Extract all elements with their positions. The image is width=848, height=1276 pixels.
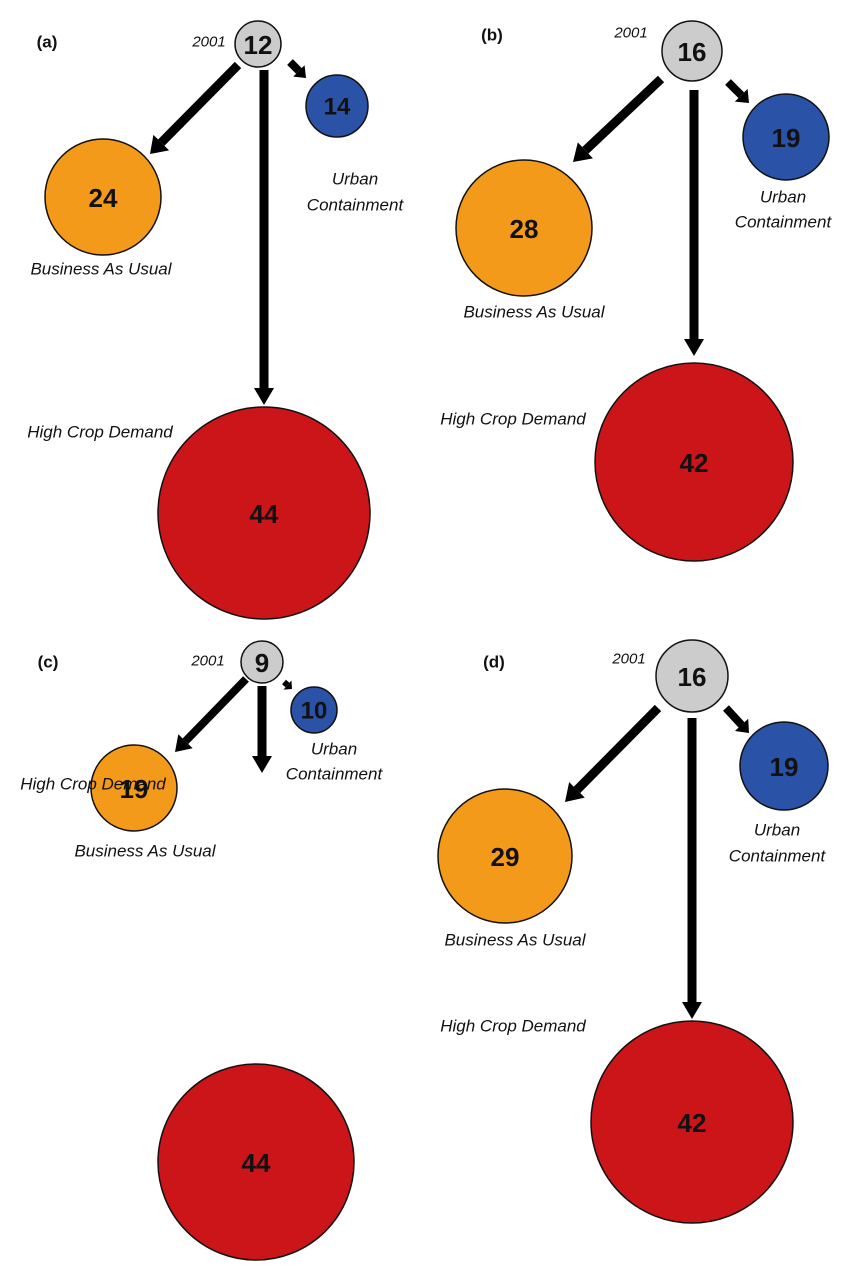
arrow-to-high-crop-demand-head bbox=[684, 339, 704, 356]
baseline-year-label: 2001 bbox=[190, 653, 224, 670]
urban-containment-label-line2: Containment bbox=[735, 213, 833, 232]
baseline-year-label: 2001 bbox=[191, 34, 225, 51]
panel-b: (b) 2001 16 19 Urban Containment 28 Business As… bbox=[440, 20, 833, 562]
arrow-to-urban-containment-head bbox=[734, 718, 749, 733]
urban-containment-circle bbox=[742, 93, 830, 181]
arrow-to-business-as-usual bbox=[175, 676, 249, 752]
business-as-usual-label: Business As Usual bbox=[444, 931, 586, 950]
business-as-usual-value: 29 bbox=[491, 842, 520, 872]
business-as-usual-value: 19 bbox=[120, 774, 149, 804]
arrow-to-urban-containment bbox=[287, 59, 306, 78]
urban-containment-circle bbox=[290, 686, 338, 734]
high-crop-demand-value: 42 bbox=[678, 1108, 707, 1138]
arrow-to-urban-containment-shaft bbox=[723, 705, 745, 728]
arrow-to-high-crop-demand-head bbox=[254, 388, 274, 405]
panel-label: (b) bbox=[481, 26, 503, 45]
high-crop-demand-circle bbox=[157, 406, 371, 620]
urban-containment-label-line1: Urban bbox=[760, 188, 806, 207]
arrow-to-urban-containment-head bbox=[283, 680, 292, 690]
urban-containment-label-line1: Urban bbox=[754, 821, 800, 840]
urban-containment-value: 14 bbox=[324, 94, 351, 121]
arrow-to-business-as-usual-head bbox=[573, 142, 593, 162]
panel-label: (d) bbox=[483, 653, 505, 672]
high-crop-demand-value: 44 bbox=[250, 499, 279, 529]
arrow-to-high-crop-demand-head bbox=[682, 1002, 702, 1019]
urban-containment-label-line1: Urban bbox=[311, 740, 357, 759]
arrow-to-urban-containment-shaft bbox=[725, 79, 745, 99]
high-crop-demand-value: 44 bbox=[242, 1148, 271, 1178]
baseline-value: 12 bbox=[244, 30, 273, 60]
urban-containment-label-line1: Urban bbox=[332, 170, 378, 189]
urban-containment-value: 10 bbox=[301, 698, 328, 725]
arrow-to-business-as-usual bbox=[150, 61, 242, 154]
panel-label: (c) bbox=[38, 653, 59, 672]
high-crop-demand-label: High Crop Demand bbox=[20, 775, 166, 794]
arrow-to-business-as-usual-head bbox=[565, 782, 585, 802]
business-as-usual-circle bbox=[44, 138, 162, 256]
business-as-usual-circle bbox=[437, 788, 573, 924]
arrow-to-high-crop-demand bbox=[254, 70, 274, 405]
business-as-usual-label: Business As Usual bbox=[463, 303, 605, 322]
urban-containment-circle bbox=[305, 74, 369, 138]
arrow-to-high-crop-demand bbox=[684, 90, 704, 356]
arrow-to-high-crop-demand-head bbox=[252, 756, 272, 773]
business-as-usual-circle bbox=[90, 744, 178, 832]
arrow-to-business-as-usual bbox=[573, 75, 665, 162]
urban-containment-value: 19 bbox=[770, 752, 799, 782]
arrow-to-business-as-usual-shaft bbox=[573, 704, 662, 794]
high-crop-demand-circle bbox=[590, 1020, 794, 1224]
arrow-to-business-as-usual-shaft bbox=[182, 676, 249, 745]
high-crop-demand-label: High Crop Demand bbox=[27, 423, 173, 442]
high-crop-demand-label: High Crop Demand bbox=[440, 410, 586, 429]
arrow-to-urban-containment bbox=[725, 79, 749, 103]
arrow-to-urban-containment-shaft bbox=[287, 59, 302, 74]
panel-label: (a) bbox=[37, 33, 58, 52]
arrow-to-business-as-usual-head bbox=[150, 134, 170, 154]
baseline-value: 9 bbox=[255, 648, 269, 678]
urban-containment-value: 19 bbox=[772, 123, 801, 153]
arrow-to-business-as-usual-head bbox=[175, 734, 193, 752]
arrow-to-business-as-usual bbox=[565, 704, 662, 802]
arrow-to-business-as-usual-shaft bbox=[158, 61, 242, 146]
baseline-value: 16 bbox=[678, 37, 707, 67]
arrow-to-high-crop-demand bbox=[252, 686, 272, 773]
urban-containment-label-line2: Containment bbox=[729, 847, 827, 866]
urban-containment-label-line2: Containment bbox=[286, 765, 384, 784]
arrow-to-urban-containment-head bbox=[734, 88, 749, 103]
baseline-year-label: 2001 bbox=[611, 651, 645, 668]
arrow-to-business-as-usual-shaft bbox=[582, 75, 665, 154]
business-as-usual-circle bbox=[455, 159, 593, 297]
business-as-usual-value: 28 bbox=[510, 214, 539, 244]
business-as-usual-label: Business As Usual bbox=[74, 842, 216, 861]
arrow-to-urban-containment bbox=[723, 705, 749, 733]
baseline-circle bbox=[661, 20, 723, 82]
high-crop-demand-label: High Crop Demand bbox=[440, 1017, 586, 1036]
business-as-usual-label: Business As Usual bbox=[30, 260, 172, 279]
high-crop-demand-circle bbox=[157, 1063, 355, 1261]
urban-containment-label-line2: Containment bbox=[307, 196, 405, 215]
baseline-value: 16 bbox=[678, 662, 707, 692]
panel-c: (c) 2001 9 10 Urban Containment 19 Business As … bbox=[20, 640, 384, 1261]
baseline-circle bbox=[655, 639, 729, 713]
urban-containment-circle bbox=[739, 721, 829, 811]
baseline-circle bbox=[240, 640, 284, 684]
panel-d: (d) 2001 16 19 Urban Containment 29 Business As… bbox=[437, 639, 829, 1224]
arrow-to-high-crop-demand bbox=[682, 718, 702, 1019]
arrow-to-urban-containment bbox=[282, 679, 292, 690]
arrow-to-urban-containment-shaft bbox=[282, 679, 290, 688]
baseline-year-label: 2001 bbox=[613, 25, 647, 42]
business-as-usual-value: 24 bbox=[89, 183, 118, 213]
panel-a: (a) 2001 12 14 Urban Containment 24 Business As… bbox=[27, 20, 405, 620]
high-crop-demand-value: 42 bbox=[680, 448, 709, 478]
arrow-to-urban-containment-head bbox=[293, 65, 306, 78]
high-crop-demand-circle bbox=[594, 362, 794, 562]
baseline-circle bbox=[234, 20, 282, 68]
